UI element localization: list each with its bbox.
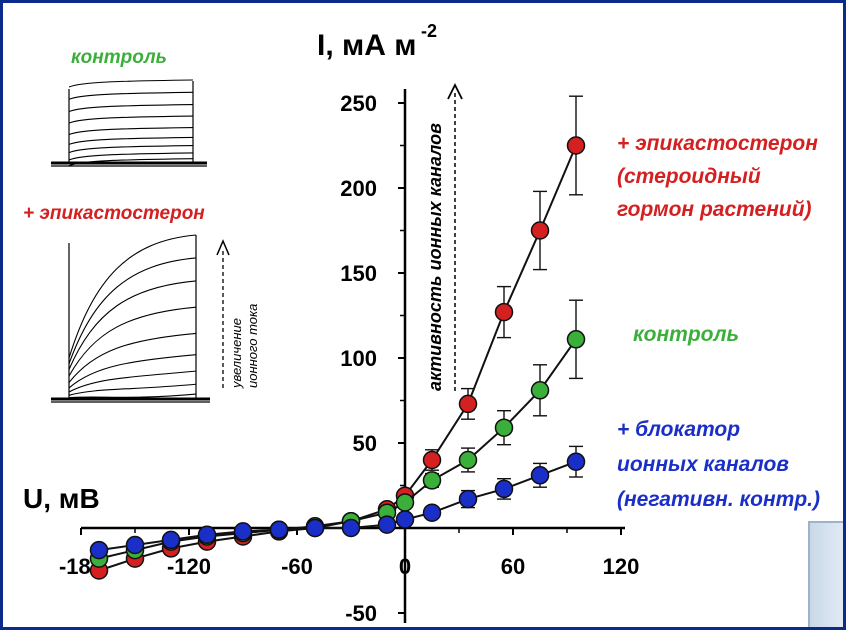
inset-control-title: контроль xyxy=(71,47,167,68)
data-point xyxy=(530,221,550,240)
series-line xyxy=(98,338,577,560)
data-point xyxy=(422,471,442,490)
x-tick-label: 120 xyxy=(603,554,640,579)
data-point xyxy=(377,515,397,534)
data-point xyxy=(233,522,253,541)
y-axis-title: I, мА м xyxy=(317,29,416,62)
inset-control-trace xyxy=(68,152,194,161)
series-label: (негативн. контр.) xyxy=(617,488,820,511)
x-tick-label: 60 xyxy=(501,554,525,579)
data-point xyxy=(494,479,514,499)
inset-epi-trace xyxy=(68,332,197,383)
series-label: контроль xyxy=(633,323,739,346)
inset-control-trace xyxy=(68,145,194,154)
series-label: ионных каналов xyxy=(617,453,789,476)
y-tick-label: 250 xyxy=(340,91,377,116)
data-point xyxy=(458,489,478,509)
y-tick-label: 50 xyxy=(353,431,377,456)
data-point xyxy=(566,136,586,155)
inset-control-trace xyxy=(68,79,194,88)
x-axis-title: U, мВ xyxy=(23,483,100,514)
series-label: + эпикастостерон xyxy=(617,132,818,155)
inset-control-trace xyxy=(68,104,194,113)
data-point xyxy=(125,535,145,555)
data-point xyxy=(422,450,442,470)
data-point xyxy=(269,520,289,539)
inset-epi-trace xyxy=(68,280,197,370)
activity-arrow-label: активность ионных каналов xyxy=(425,123,445,391)
x-tick-label: -120 xyxy=(167,554,211,579)
series-group: + эпикастостерон (стероидный гормон растен… xyxy=(89,95,820,580)
x-tick-label: -60 xyxy=(281,554,313,579)
window-corner-fragment xyxy=(808,521,843,627)
data-point xyxy=(422,503,442,522)
activity-arrow-head xyxy=(447,82,463,100)
y-tick-label: 100 xyxy=(340,346,377,371)
data-point xyxy=(161,530,181,550)
inset-epi-trace xyxy=(68,306,197,377)
x-tick-label: 0 xyxy=(399,554,411,579)
y-tick-label: -50 xyxy=(345,601,377,626)
inset-control-trace xyxy=(68,115,194,124)
data-point xyxy=(494,302,514,322)
data-point xyxy=(197,525,217,545)
data-point xyxy=(305,518,325,538)
series-label: гормон растений) xyxy=(617,198,812,221)
data-point xyxy=(89,540,109,560)
inset-control-trace xyxy=(68,136,194,145)
data-point xyxy=(341,518,361,538)
inset-epi-trace xyxy=(68,354,197,389)
y-tick-label: 200 xyxy=(340,176,377,201)
inset-epi-title: + эпикастостерон xyxy=(23,203,205,224)
y-axis-title-superscript: -2 xyxy=(421,21,437,41)
data-point xyxy=(530,381,550,400)
data-point xyxy=(395,510,415,529)
data-point xyxy=(530,466,550,485)
inset-control-trace xyxy=(68,91,194,100)
series-label: (стероидный xyxy=(617,165,761,188)
inset-epi-trace xyxy=(68,370,197,393)
y-tick-label: 150 xyxy=(340,261,377,286)
inset-epi-trace xyxy=(68,234,197,359)
data-point xyxy=(458,450,478,470)
data-point xyxy=(395,493,415,512)
data-point xyxy=(494,418,514,437)
data-point xyxy=(458,394,478,414)
inset-control-trace xyxy=(68,158,194,167)
insets-group xyxy=(51,79,230,403)
inset-epi-trace xyxy=(68,393,197,399)
series-label: + блокатор xyxy=(617,418,740,441)
inset-epi-trace xyxy=(68,383,197,396)
inset-control-trace xyxy=(68,127,194,136)
inset-arrow-label-line-1: увеличение xyxy=(229,318,244,389)
data-point xyxy=(566,452,586,471)
inset-epi-trace xyxy=(68,257,197,364)
inset-arrow-label-line-2: ионного тока xyxy=(245,304,260,388)
inset-arrow-head xyxy=(216,239,230,256)
data-point xyxy=(566,330,586,349)
